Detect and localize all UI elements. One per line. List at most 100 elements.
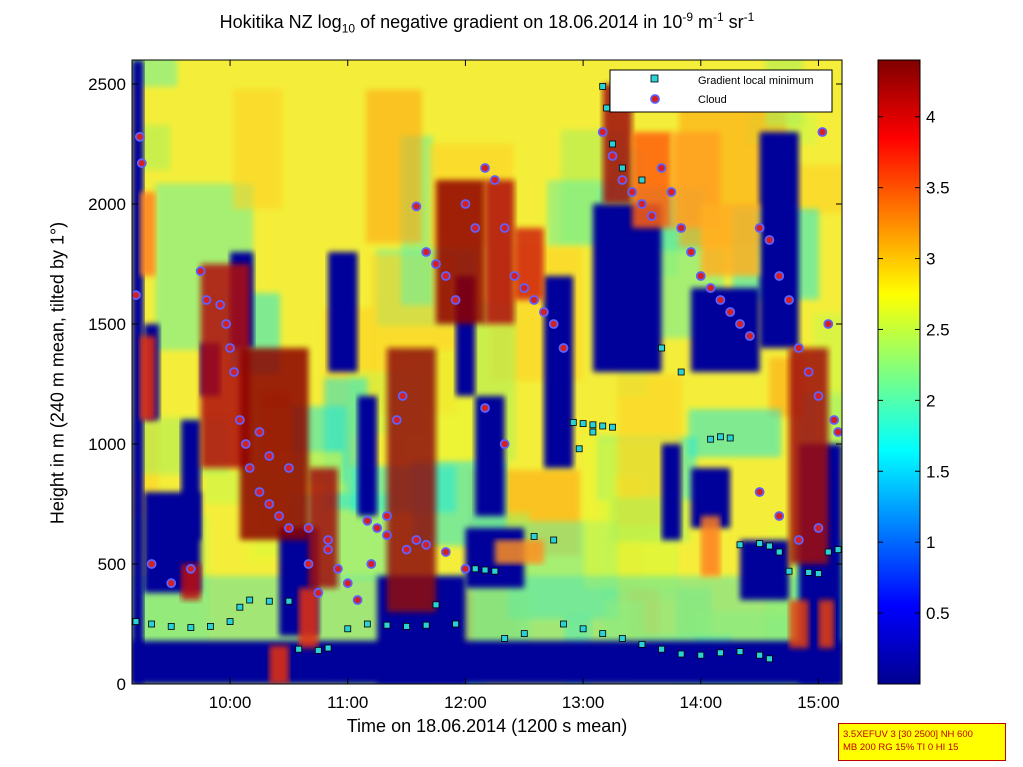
cloud-marker xyxy=(391,415,402,425)
gradient-minimum-marker xyxy=(638,176,646,184)
gradient-minimum-marker xyxy=(344,625,352,633)
heat-low-region xyxy=(475,396,505,516)
cloud-marker xyxy=(793,535,804,545)
cloud-marker xyxy=(195,266,206,277)
cloud-marker xyxy=(450,295,461,305)
cloud-marker xyxy=(803,367,814,377)
cloud-marker xyxy=(725,307,736,317)
x-tick-label: 10:00 xyxy=(209,693,252,712)
heat-low-region xyxy=(132,60,144,684)
cloud-marker xyxy=(440,547,451,557)
cloud-marker xyxy=(234,415,245,425)
cloud-marker xyxy=(470,223,481,233)
cloud-marker xyxy=(397,391,408,401)
gradient-minimum-marker xyxy=(618,164,626,172)
y-tick-label: 1500 xyxy=(88,315,126,334)
gradient-minimum-marker xyxy=(766,542,773,550)
y-tick-label: 1000 xyxy=(88,435,126,454)
gradient-minimum-marker xyxy=(599,83,607,90)
x-tick-label: 12:00 xyxy=(444,693,487,712)
gradient-minimum-marker xyxy=(589,428,597,436)
gradient-minimum-marker xyxy=(618,635,626,642)
cloud-marker xyxy=(411,201,422,212)
cloud-marker xyxy=(136,158,147,169)
cloud-marker xyxy=(499,223,510,233)
info-line-2: MB 200 RG 15% TI 0 HI 15 xyxy=(843,742,959,753)
gradient-minimum-marker xyxy=(677,368,685,376)
colorbar-tick-label: 1.5 xyxy=(926,462,950,481)
cloud-marker xyxy=(254,487,265,497)
legend-gradient-label: Gradient local minimum xyxy=(698,75,814,87)
colorbar-tick-label: 1 xyxy=(926,533,935,552)
cloud-marker xyxy=(784,295,794,305)
gradient-minimum-marker xyxy=(481,566,489,574)
gradient-minimum-marker xyxy=(491,567,499,575)
chart-markers xyxy=(132,83,842,663)
chart-legend: Gradient local minimum Cloud xyxy=(609,69,833,113)
x-tick-label: 14:00 xyxy=(680,693,723,712)
gradient-minimum-marker xyxy=(501,635,509,642)
cloud-marker xyxy=(656,163,667,173)
cloud-marker xyxy=(366,559,377,569)
gradient-minimum-marker xyxy=(265,597,273,605)
cloud-marker xyxy=(323,535,334,545)
gradient-minimum-marker xyxy=(697,651,705,659)
y-axis-label: Height in m (240 m mean, tilted by 1°) xyxy=(47,221,68,525)
gradient-minimum-marker xyxy=(207,623,214,630)
heat-high-region xyxy=(700,204,760,276)
heat-high-region xyxy=(789,348,829,564)
heat-high-region xyxy=(818,600,835,648)
heat-high-region xyxy=(139,336,156,420)
cloud-marker xyxy=(676,223,687,233)
heat-high-region xyxy=(139,192,156,276)
heat-low-region xyxy=(328,252,358,372)
cloud-marker xyxy=(817,127,828,137)
cloud-marker xyxy=(221,319,232,329)
gradient-minimum-marker xyxy=(324,644,332,652)
cloud-marker xyxy=(480,163,490,173)
cloud-marker xyxy=(382,511,392,521)
gradient-minimum-marker xyxy=(314,647,322,654)
gradient-minimum-marker xyxy=(530,533,538,540)
heat-low-region xyxy=(690,288,760,372)
gradient-minimum-marker xyxy=(226,618,234,625)
heatmap-field xyxy=(132,60,842,684)
gradient-minimum-marker xyxy=(520,630,528,637)
cloud-marker xyxy=(705,283,716,293)
title-sup1: -9 xyxy=(682,10,693,24)
gradient-minimum-marker xyxy=(756,540,764,547)
cloud-marker xyxy=(215,299,226,310)
heat-patch xyxy=(688,409,782,458)
cloud-marker xyxy=(823,319,834,329)
gradient-minimum-marker xyxy=(658,344,665,352)
heat-high-region xyxy=(485,180,515,324)
heat-low-region xyxy=(357,396,378,516)
cloud-marker xyxy=(323,544,334,555)
cloud-marker xyxy=(372,523,383,533)
cloud-marker xyxy=(793,343,804,353)
heat-high-region xyxy=(239,348,309,540)
gradient-minimum-marker xyxy=(824,548,832,556)
gradient-minimum-marker xyxy=(599,630,607,637)
cloud-marker xyxy=(134,131,145,142)
gradient-minimum-marker xyxy=(716,433,724,441)
cloud-marker xyxy=(411,535,422,545)
heat-high-region xyxy=(269,645,289,684)
cloud-marker xyxy=(548,319,559,329)
cloud-marker xyxy=(744,331,755,341)
title-sup3: -1 xyxy=(743,10,755,24)
legend-cloud-label: Cloud xyxy=(698,94,727,106)
cloud-marker xyxy=(284,463,294,473)
cloud-marker xyxy=(509,271,520,281)
gradient-minimum-marker xyxy=(422,621,430,629)
cloud-marker xyxy=(146,559,157,569)
cloud-marker xyxy=(303,523,314,533)
gradient-minimum-marker xyxy=(569,418,577,426)
gradient-minimum-marker xyxy=(815,570,822,577)
gradient-minimum-marker xyxy=(383,621,391,629)
y-tick-label: 2500 xyxy=(88,75,126,94)
colorbar-tick-label: 2 xyxy=(926,391,935,410)
y-tick-label: 500 xyxy=(98,555,126,574)
cloud-marker xyxy=(229,367,239,377)
